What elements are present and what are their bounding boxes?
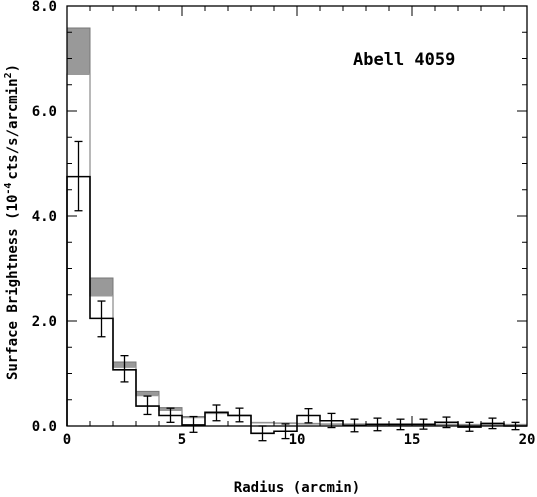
y-tick-label: 0.0 [32,419,57,435]
y-axis-label: Surface Brightness (10-4 cts/s/arcmin2) [3,64,21,380]
error-bar-14 [396,418,405,431]
x-tick-label: 15 [404,432,421,448]
y-axis-label-unit-exponent: 2 [3,72,14,78]
x-tick-label: 5 [178,432,186,448]
y-tick-label: 8.0 [32,0,57,15]
cluster-label: Abell 4059 [353,50,455,70]
y-axis-label-unit: cts/s/arcmin [5,78,21,179]
error-bar-7 [235,407,244,423]
error-bar-5 [189,415,198,433]
error-bar-10 [304,408,313,424]
axes: 0 5 10 15 20 0.0 2.0 4.0 6.0 8.0 [32,0,536,448]
x-tick-label: 0 [63,432,71,448]
band-upper-line [66,27,527,426]
error-bar-13 [373,417,382,432]
x-tick-label: 20 [519,432,536,448]
band-bin-0 [67,28,90,75]
error-bar-2 [120,354,129,383]
data-step-line [66,175,527,435]
y-axis-label-exponent: -4 [3,183,14,195]
y-tick-label: 6.0 [32,104,57,120]
y-axis-label-close: ) [5,64,21,72]
error-bar-11 [327,412,336,429]
error-bar-4 [166,407,175,423]
error-bar-17 [465,421,474,432]
band-bin-3 [136,391,159,396]
error-bar-1 [97,300,106,338]
error-bar-18 [488,417,497,430]
band-bin-1 [90,277,113,296]
error-bar-0 [74,140,83,212]
y-tick-label: 4.0 [32,209,57,225]
y-axis-label-main: Surface Brightness (10 [5,195,21,380]
x-tick-label: 10 [289,432,306,448]
y-tick-label: 2.0 [32,314,57,330]
error-bar-6 [212,404,221,422]
x-axis-label: Radius (arcmin) [234,480,360,496]
error-bar-3 [143,395,152,416]
plot-area [66,27,527,442]
error-bar-15 [419,418,428,430]
